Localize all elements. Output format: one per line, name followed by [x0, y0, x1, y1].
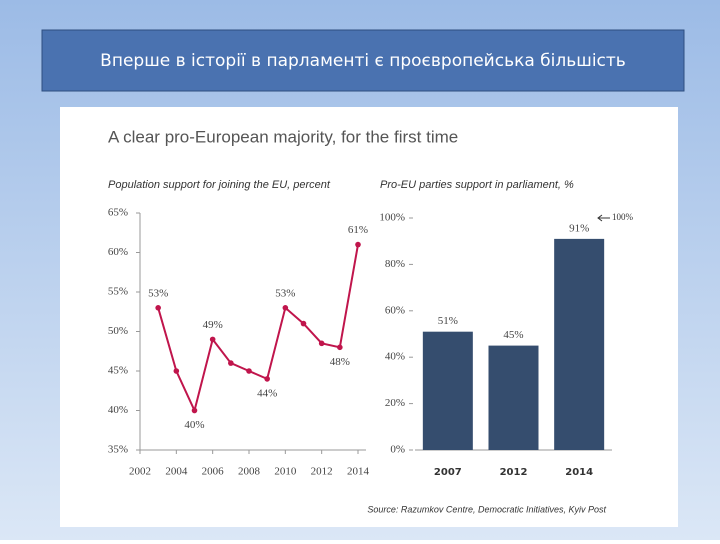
- data-label: 48%: [330, 356, 350, 368]
- x-tick-label: 2007: [434, 467, 462, 478]
- data-point: [173, 368, 180, 374]
- y-tick-label: 45%: [108, 365, 128, 377]
- data-point: [209, 336, 216, 343]
- y-tick-label: 0%: [390, 444, 405, 456]
- x-tick-label: 2008: [238, 466, 261, 478]
- y-tick-label: 20%: [385, 397, 405, 409]
- data-point: [155, 305, 161, 311]
- x-tick-label: 2010: [274, 466, 297, 478]
- y-tick-label: 35%: [108, 444, 128, 456]
- y-tick-label: 55%: [108, 286, 128, 298]
- x-tick-label: 2014: [347, 466, 370, 478]
- bar: [554, 238, 605, 450]
- bar: [488, 345, 539, 450]
- y-tick-label: 40%: [385, 351, 405, 363]
- data-point: [318, 340, 325, 347]
- data-point: [228, 360, 234, 366]
- data-label: 91%: [569, 222, 589, 234]
- chart-title: Population support for joining the EU, p…: [108, 179, 331, 191]
- y-tick-label: 80%: [385, 258, 405, 270]
- y-tick-label: 50%: [108, 325, 128, 337]
- data-label: 51%: [438, 315, 458, 327]
- data-line: [157, 244, 359, 414]
- y-tick-label: 65%: [108, 207, 128, 219]
- x-tick-label: 2014: [565, 467, 593, 478]
- data-point: [300, 320, 307, 327]
- header-bar: [41, 29, 685, 92]
- data-label: 44%: [257, 387, 277, 399]
- data-point: [191, 407, 198, 414]
- data-label: 45%: [503, 329, 523, 341]
- data-label: 53%: [275, 287, 295, 299]
- slide-title: Вперше в історії в парламенті є проєвроп…: [100, 51, 626, 71]
- chart-title: Pro-EU parties support in parliament, %: [380, 179, 574, 191]
- data-label: 61%: [348, 224, 368, 236]
- figure-title: A clear pro-European majority, for the f…: [108, 127, 458, 146]
- data-point: [246, 368, 252, 374]
- data-label: 53%: [148, 287, 168, 299]
- data-label: 49%: [203, 319, 223, 331]
- x-tick-label: 2012: [311, 466, 333, 478]
- data-label: 40%: [184, 419, 204, 431]
- annotation-arrow: [597, 214, 610, 222]
- data-point: [337, 344, 343, 351]
- bar: [422, 331, 473, 450]
- x-tick-label: 2004: [165, 466, 188, 478]
- y-tick-label: 60%: [385, 304, 405, 316]
- x-tick-label: 2002: [129, 466, 151, 478]
- data-point: [282, 305, 289, 311]
- y-tick-label: 60%: [108, 246, 128, 258]
- data-point: [264, 376, 270, 382]
- data-point: [355, 241, 361, 248]
- y-tick-label: 100%: [379, 212, 405, 224]
- x-tick-label: 2012: [500, 467, 528, 478]
- y-tick-label: 40%: [108, 404, 128, 416]
- x-tick-label: 2006: [202, 466, 225, 478]
- annotation: 100%: [612, 212, 634, 222]
- source-note: Source: Razumkov Centre, Democratic Init…: [367, 504, 606, 514]
